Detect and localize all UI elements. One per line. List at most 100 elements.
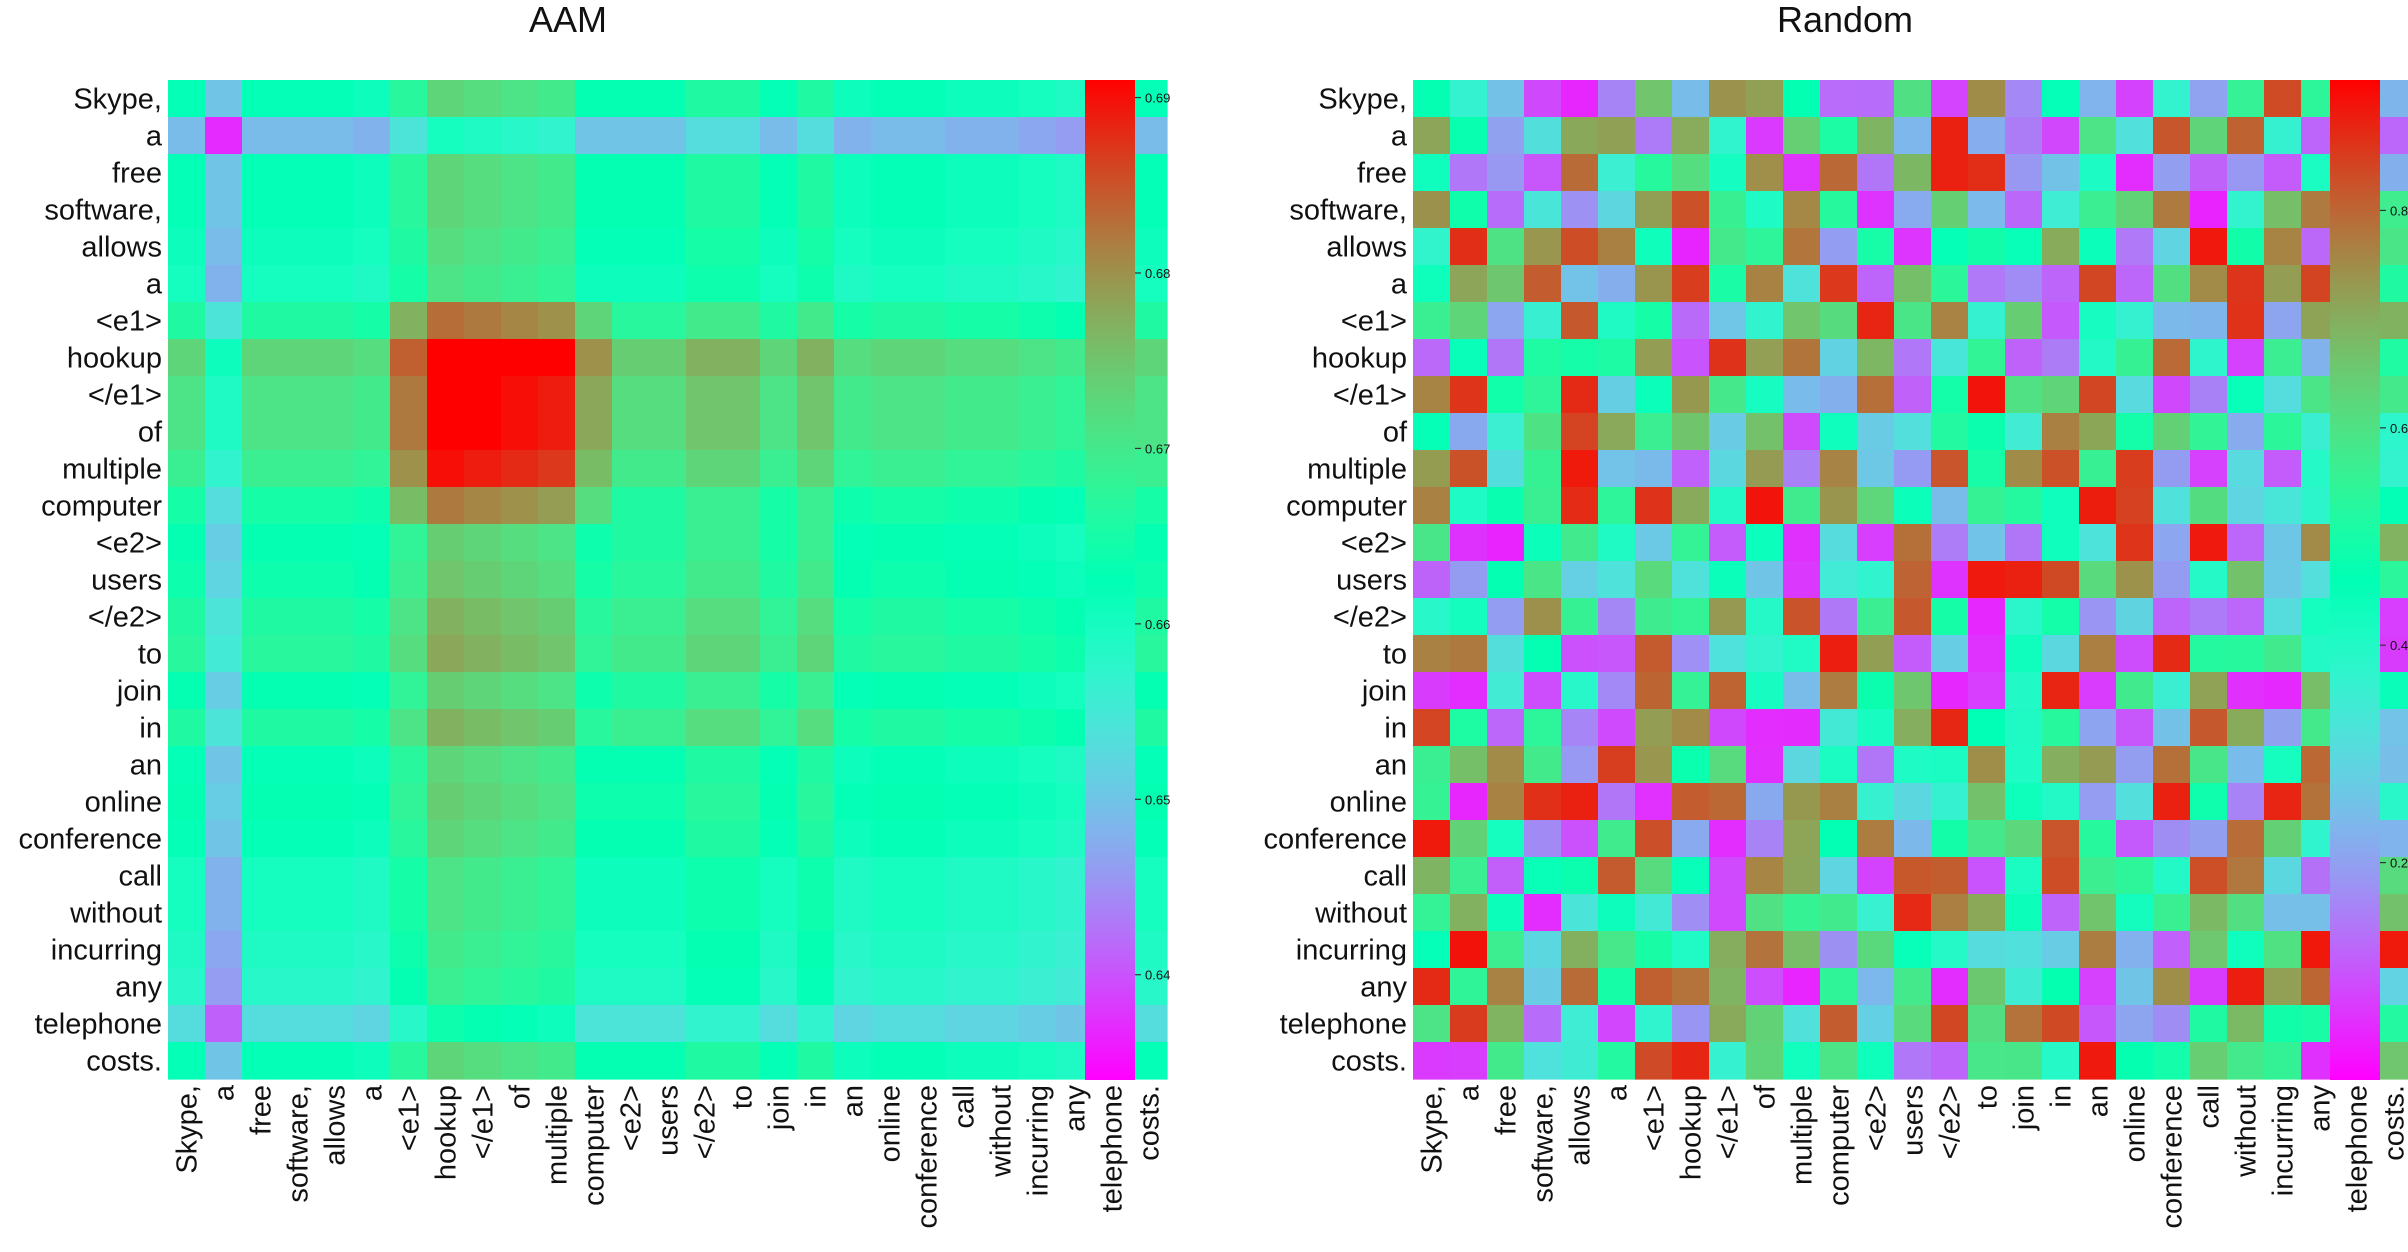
aam-cell-10-1 [205, 450, 243, 488]
random-cell-1-21 [2190, 117, 2228, 155]
aam-x-label-26: costs. [1134, 1085, 1166, 1161]
aam-cell-21-15 [723, 857, 761, 895]
random-x-label-12: <e2> [1861, 1085, 1893, 1151]
random-cell-13-26 [2375, 561, 2408, 599]
random-cell-21-12 [1857, 857, 1895, 895]
random-cell-1-22 [2227, 117, 2265, 155]
random-cell-20-3 [1524, 820, 1562, 858]
aam-cell-0-2 [242, 80, 280, 118]
random-y-label-0: Skype, [1318, 84, 1407, 116]
random-y-label-8: </e1> [1333, 380, 1407, 412]
aam-cell-24-5 [353, 968, 391, 1006]
random-x-label-13: users [1898, 1085, 1930, 1156]
random-cell-6-11 [1820, 302, 1858, 340]
aam-cell-0-13 [649, 80, 687, 118]
aam-cell-0-20 [908, 80, 946, 118]
random-cell-1-6 [1635, 117, 1673, 155]
random-cell-11-9 [1746, 487, 1784, 525]
random-cell-26-1 [1450, 1042, 1488, 1080]
random-cell-2-21 [2190, 154, 2228, 192]
random-cell-13-4 [1561, 561, 1599, 599]
random-cell-13-22 [2227, 561, 2265, 599]
aam-cell-12-5 [353, 524, 391, 562]
aam-cell-11-6 [390, 487, 428, 525]
random-cell-5-15 [1968, 265, 2006, 303]
aam-cell-9-1 [205, 413, 243, 451]
aam-cell-18-11 [575, 746, 613, 784]
random-cell-3-0 [1413, 191, 1451, 229]
random-cell-11-13 [1894, 487, 1932, 525]
random-cell-17-5 [1598, 709, 1636, 747]
random-cell-22-4 [1561, 894, 1599, 932]
aam-cell-10-7 [427, 450, 465, 488]
random-cell-21-18 [2079, 857, 2117, 895]
aam-cell-16-22 [982, 672, 1020, 710]
random-cell-25-22 [2227, 1005, 2265, 1043]
random-colorbar-tick-label-1: 0.4 [2390, 638, 2408, 653]
random-cell-8-17 [2042, 376, 2080, 414]
random-cell-25-10 [1783, 1005, 1821, 1043]
random-cell-16-23 [2264, 672, 2302, 710]
random-cell-22-14 [1931, 894, 1969, 932]
aam-cell-14-4 [316, 598, 354, 636]
random-cell-0-11 [1820, 80, 1858, 118]
aam-cell-2-18 [834, 154, 872, 192]
aam-cell-21-23 [1019, 857, 1057, 895]
aam-cell-5-0 [168, 265, 206, 303]
aam-cell-17-21 [945, 709, 983, 747]
random-cell-9-2 [1487, 413, 1525, 451]
random-cell-15-10 [1783, 635, 1821, 673]
aam-cell-9-16 [760, 413, 798, 451]
random-cell-6-9 [1746, 302, 1784, 340]
random-cell-16-5 [1598, 672, 1636, 710]
aam-cell-7-23 [1019, 339, 1057, 377]
aam-cell-21-2 [242, 857, 280, 895]
aam-cell-4-4 [316, 228, 354, 266]
aam-cell-3-2 [242, 191, 280, 229]
random-cell-16-12 [1857, 672, 1895, 710]
random-cell-20-23 [2264, 820, 2302, 858]
aam-cell-0-0 [168, 80, 206, 118]
aam-cell-7-20 [908, 339, 946, 377]
random-cell-9-16 [2005, 413, 2043, 451]
random-cell-2-15 [1968, 154, 2006, 192]
aam-cell-0-19 [871, 80, 909, 118]
aam-cell-3-22 [982, 191, 1020, 229]
aam-cell-8-19 [871, 376, 909, 414]
aam-cell-3-8 [464, 191, 502, 229]
aam-cell-20-26 [1130, 820, 1168, 858]
random-cell-23-26 [2375, 931, 2408, 969]
random-cell-17-18 [2079, 709, 2117, 747]
aam-cell-3-18 [834, 191, 872, 229]
random-cell-25-11 [1820, 1005, 1858, 1043]
random-cell-24-10 [1783, 968, 1821, 1006]
aam-cell-6-5 [353, 302, 391, 340]
random-cell-4-15 [1968, 228, 2006, 266]
aam-cell-26-6 [390, 1042, 428, 1080]
aam-cell-14-9 [501, 598, 539, 636]
aam-cell-4-13 [649, 228, 687, 266]
aam-cell-12-17 [797, 524, 835, 562]
random-cell-3-26 [2375, 191, 2408, 229]
random-cell-17-19 [2116, 709, 2154, 747]
aam-cell-2-14 [686, 154, 724, 192]
random-cell-17-1 [1450, 709, 1488, 747]
random-cell-6-13 [1894, 302, 1932, 340]
aam-cell-16-2 [242, 672, 280, 710]
random-cell-12-0 [1413, 524, 1451, 562]
random-cell-16-9 [1746, 672, 1784, 710]
aam-cell-15-15 [723, 635, 761, 673]
random-x-label-19: online [2120, 1085, 2152, 1162]
aam-cell-14-1 [205, 598, 243, 636]
random-cell-3-1 [1450, 191, 1488, 229]
aam-cell-4-19 [871, 228, 909, 266]
aam-cell-3-0 [168, 191, 206, 229]
random-cell-9-6 [1635, 413, 1673, 451]
random-cell-12-18 [2079, 524, 2117, 562]
aam-cell-23-3 [279, 931, 317, 969]
random-cell-23-5 [1598, 931, 1636, 969]
aam-cell-3-4 [316, 191, 354, 229]
aam-cell-5-21 [945, 265, 983, 303]
random-cell-4-26 [2375, 228, 2408, 266]
random-cell-23-17 [2042, 931, 2080, 969]
